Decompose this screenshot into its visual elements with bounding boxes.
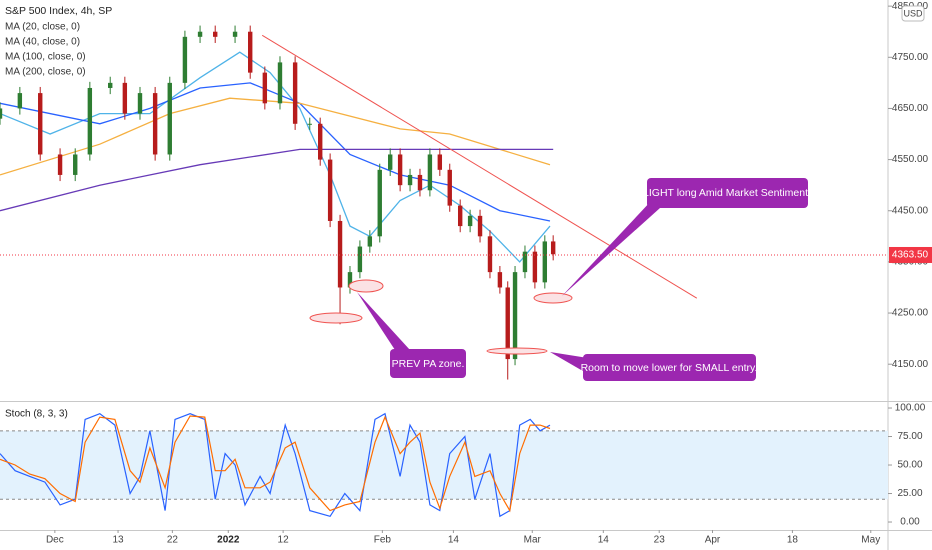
y-tick-label: 100.00: [895, 403, 926, 414]
y-tick-label: 4550.00: [892, 154, 929, 165]
candle-body: [367, 236, 373, 247]
candle-body: [407, 174, 413, 186]
candle-body: [347, 272, 353, 288]
x-tick-label: Mar: [524, 535, 542, 546]
callout-box: [583, 354, 756, 381]
moving-average: [0, 97, 551, 176]
candle-body: [0, 108, 3, 119]
legend-entry: MA (200, close, 0): [5, 67, 86, 78]
candle-body: [262, 72, 268, 104]
callout-pointer: [550, 352, 588, 374]
candle-body: [497, 272, 503, 288]
candle-body: [87, 87, 93, 155]
zone-ellipse: [309, 312, 363, 324]
x-tick-label: 22: [167, 535, 179, 546]
candle-body: [467, 215, 473, 227]
last-price-label: 4363.50: [892, 250, 929, 261]
zone-ellipse: [348, 279, 384, 293]
candle-body: [357, 246, 363, 273]
candle-body: [108, 82, 113, 88]
candle-body: [197, 31, 203, 37]
candle-body: [137, 93, 143, 114]
candle-body: [292, 62, 298, 124]
moving-average: [0, 148, 554, 212]
candle-body: [232, 31, 238, 37]
candle-body: [38, 93, 43, 155]
stoch-line: [0, 415, 551, 513]
candle-body: [477, 215, 483, 237]
candle-body: [17, 93, 23, 109]
zone-ellipse: [533, 292, 573, 304]
callout-text: LIGHT long Amid Market Sentiment.: [643, 187, 811, 199]
y-tick-label: 0.00: [900, 517, 920, 528]
candle-body: [522, 251, 528, 273]
y-tick-label: 75.00: [897, 431, 922, 442]
candle-body: [327, 159, 333, 221]
candle-body: [417, 174, 423, 191]
callout-box: [647, 178, 808, 208]
candle-body: [337, 220, 343, 288]
x-tick-label: 14: [598, 535, 610, 546]
candle-body: [437, 154, 443, 170]
symbol-title: S&P 500 Index, 4h, SP: [5, 5, 112, 17]
candle-body: [73, 154, 78, 175]
callout-pointer: [357, 292, 410, 350]
y-tick-label: 4750.00: [892, 52, 929, 63]
y-tick-label: 25.00: [897, 488, 922, 499]
candle-body: [447, 169, 452, 206]
x-tick-label: May: [861, 535, 880, 546]
x-tick-label: Apr: [705, 535, 721, 546]
candle-body: [213, 31, 218, 37]
x-tick-label: 14: [448, 535, 460, 546]
candle-body: [248, 31, 253, 73]
candle-body: [397, 154, 403, 186]
zone-ellipse: [486, 347, 548, 355]
legend-entry: MA (100, close, 0): [5, 52, 86, 63]
indicator-title: Stoch (8, 3, 3): [5, 409, 68, 420]
x-tick-label: 12: [278, 535, 290, 546]
y-tick-label: 4250.00: [892, 308, 929, 319]
x-tick-label: Feb: [374, 535, 392, 546]
legend-entry: MA (40, close, 0): [5, 37, 80, 48]
candle-body: [307, 123, 312, 125]
candle-body: [550, 241, 556, 255]
candle-body: [512, 272, 518, 360]
last-price-box: [889, 246, 932, 263]
candle-body: [457, 205, 463, 227]
candle-body: [167, 82, 172, 155]
callout-text: PREV PA zone.: [392, 358, 465, 370]
candle-body: [542, 241, 548, 283]
candle-body: [277, 62, 283, 104]
candle-body: [487, 236, 493, 273]
y-tick-label: 4450.00: [892, 205, 929, 216]
callout-box: [390, 349, 466, 378]
candle-body: [387, 154, 393, 170]
y-tick-label: 4650.00: [892, 103, 929, 114]
x-tick-label: 2022: [217, 535, 240, 546]
x-tick-label: 13: [112, 535, 124, 546]
currency-label: USD: [903, 8, 923, 18]
currency-badge[interactable]: [901, 5, 925, 22]
candle-body: [122, 82, 128, 114]
annotations: PREV PA zone. LIGHT long Amid Market Sen…: [309, 178, 811, 381]
callout-pointer: [562, 200, 660, 296]
candle-body: [182, 36, 188, 83]
candle-body: [318, 123, 323, 160]
candle-body: [532, 251, 538, 283]
x-tick-label: 18: [787, 535, 799, 546]
candle-body: [505, 287, 510, 360]
candle-body: [377, 169, 382, 237]
candle-body: [57, 154, 63, 175]
y-tick-label: 50.00: [897, 460, 922, 471]
candle-body: [427, 154, 433, 191]
trendline: [261, 34, 698, 299]
candle-body: [152, 93, 158, 155]
legend-entry: MA (20, close, 0): [5, 22, 80, 33]
x-tick-label: 23: [654, 535, 666, 546]
callout-text: Room to move lower for SMALL entry.: [581, 362, 758, 374]
y-tick-label: 4150.00: [892, 359, 929, 370]
x-tick-label: Dec: [46, 535, 64, 546]
